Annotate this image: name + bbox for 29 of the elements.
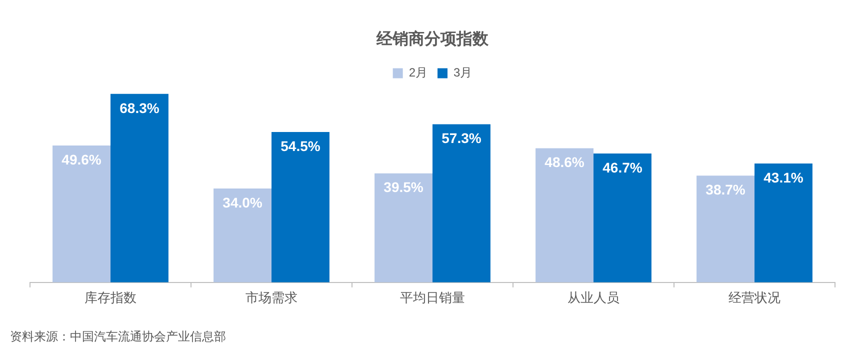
bar bbox=[536, 148, 594, 282]
data-label: 68.3% bbox=[120, 100, 160, 116]
bar bbox=[110, 94, 168, 282]
data-label: 54.5% bbox=[280, 138, 321, 154]
data-label: 46.7% bbox=[602, 159, 643, 176]
data-label: 48.6% bbox=[544, 154, 585, 170]
bar bbox=[214, 188, 272, 282]
bar bbox=[594, 154, 652, 282]
data-label: 43.1% bbox=[764, 169, 804, 186]
bar bbox=[272, 132, 330, 282]
chart-title: 经销商分项指数 bbox=[376, 30, 490, 48]
x-tick-label: 库存指数 bbox=[84, 290, 136, 305]
data-label: 49.6% bbox=[62, 151, 102, 168]
x-tick-label: 从业人员 bbox=[568, 290, 620, 305]
data-label: 57.3% bbox=[442, 130, 482, 146]
x-tick-label: 市场需求 bbox=[246, 290, 298, 305]
bar bbox=[696, 176, 754, 282]
data-label: 34.0% bbox=[222, 194, 263, 210]
bar bbox=[374, 173, 432, 282]
legend-label: 2月 bbox=[408, 66, 428, 80]
bar bbox=[52, 146, 110, 282]
legend-label: 3月 bbox=[454, 66, 472, 80]
data-label: 38.7% bbox=[706, 181, 746, 198]
x-tick-label: 经营状况 bbox=[728, 290, 780, 305]
bar bbox=[754, 163, 812, 282]
data-label: 39.5% bbox=[384, 179, 424, 196]
bar bbox=[432, 124, 490, 282]
text: 资料来源：中国汽车流通协会产业信息部 bbox=[10, 329, 226, 344]
x-tick-label: 平均日销量 bbox=[400, 290, 465, 305]
